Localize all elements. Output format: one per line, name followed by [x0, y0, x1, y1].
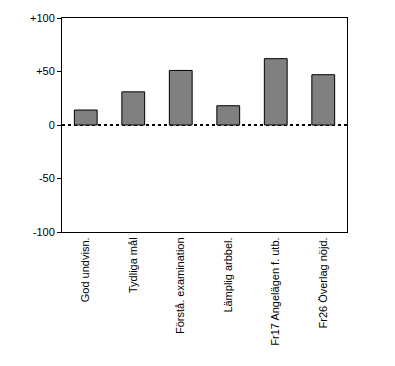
svg-text:0: 0: [49, 119, 55, 131]
svg-text:-100: -100: [33, 226, 55, 238]
svg-text:Förstå. examination: Förstå. examination: [174, 237, 186, 334]
svg-text:+100: +100: [30, 12, 55, 24]
svg-text:Fr17 Angelägen f. utb.: Fr17 Angelägen f. utb.: [269, 237, 281, 345]
svg-text:Fr26 Överlag nöjd.: Fr26 Överlag nöjd.: [317, 237, 329, 328]
svg-text:Tydliga mål: Tydliga mål: [127, 237, 139, 293]
svg-text:+50: +50: [36, 65, 55, 77]
svg-text:Lämplig arbbel.: Lämplig arbbel.: [222, 237, 234, 312]
svg-text:-50: -50: [39, 172, 55, 184]
svg-text:God undvisn.: God undvisn.: [79, 237, 91, 302]
